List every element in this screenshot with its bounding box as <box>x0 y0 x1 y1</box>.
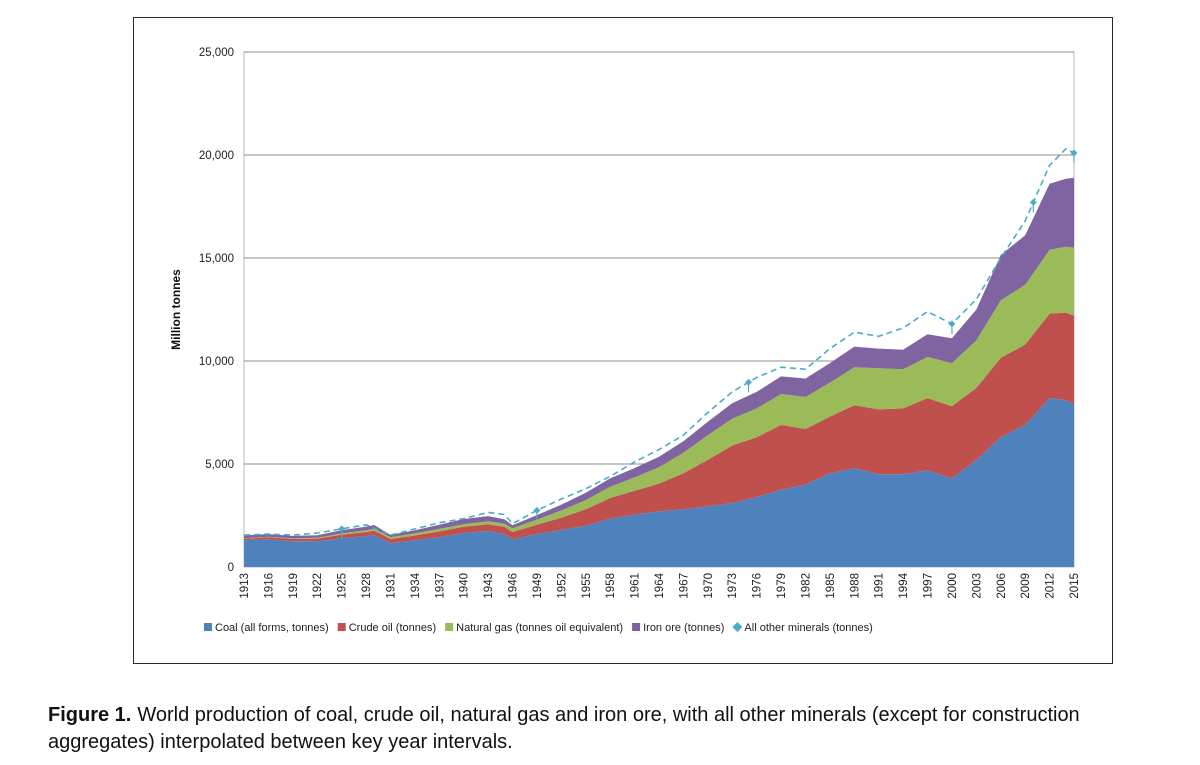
chart-frame: 0 5,000 10,000 15,000 20,000 25,000 Million to… <box>133 17 1113 664</box>
legend-label: Crude oil (tonnes) <box>349 622 436 634</box>
x-tick-label: 2006 <box>996 573 1008 599</box>
legend-swatch <box>632 623 641 631</box>
x-tick-label: 1934 <box>410 572 422 598</box>
area-series-natural <box>244 246 1074 539</box>
x-tick-label: 1937 <box>434 573 446 599</box>
x-tick-label: 1949 <box>532 573 544 599</box>
area-series-iron <box>244 177 1074 539</box>
x-tick-label: 1925 <box>337 573 349 599</box>
x-tick-label: 1922 <box>312 573 324 599</box>
area-series-crude <box>244 312 1074 544</box>
x-tick-label: 1931 <box>385 573 397 599</box>
x-tick-label: 1970 <box>703 573 715 599</box>
diamond-marker <box>745 378 753 386</box>
y-axis-label: Million tonnes <box>169 269 183 350</box>
x-tick-label: 2003 <box>971 573 983 599</box>
x-tick-label: 1967 <box>678 573 690 599</box>
x-tick-label: 1976 <box>752 573 764 599</box>
y-tick-label: 0 <box>228 562 234 574</box>
diamond-marker <box>948 320 956 328</box>
legend-swatch <box>204 623 212 631</box>
x-tick-label: 1946 <box>508 573 520 599</box>
x-tick-label: 1958 <box>605 573 617 599</box>
y-tick-label: 20,000 <box>199 150 234 162</box>
x-tick-label: 1982 <box>800 573 812 599</box>
legend-swatch <box>445 623 454 631</box>
figure-caption: Figure 1. World production of coal, crude… <box>48 702 1178 756</box>
x-tick-label: 1943 <box>483 573 495 599</box>
x-tick-label: 1988 <box>849 573 861 599</box>
x-tick-label: 1961 <box>630 573 642 599</box>
legend-label: All other minerals (tonnes) <box>744 622 872 634</box>
x-tick-label: 1916 <box>263 573 275 599</box>
x-tick-label: 2015 <box>1069 573 1081 599</box>
x-tick-label: 1997 <box>923 573 935 599</box>
x-tick-label: 1928 <box>361 573 373 599</box>
x-tick-label: 1991 <box>874 573 886 599</box>
x-tick-label: 1955 <box>581 573 593 599</box>
figure-label: Figure 1. <box>48 704 132 726</box>
x-tick-label: 1919 <box>288 573 300 599</box>
stacked-area-chart: 0 5,000 10,000 15,000 20,000 25,000 Million to… <box>169 47 1081 634</box>
x-tick-label: 1940 <box>459 573 471 599</box>
x-tick-label: 1952 <box>556 573 568 599</box>
x-tick-label: 2000 <box>947 573 959 599</box>
x-tick-label: 1964 <box>654 572 666 598</box>
diamond-marker <box>1029 198 1037 206</box>
x-tick-label: 1979 <box>776 573 788 599</box>
y-tick-label: 25,000 <box>199 47 234 59</box>
x-tick-label: 1913 <box>239 573 251 599</box>
legend-label: Coal (all forms, tonnes) <box>215 622 329 634</box>
x-tick-label: 1973 <box>727 573 739 599</box>
legend-swatch <box>732 622 743 632</box>
x-tick-label: 1994 <box>898 572 910 598</box>
diamond-marker <box>338 525 346 533</box>
diamond-marker <box>1070 149 1078 157</box>
y-tick-label: 5,000 <box>205 459 234 471</box>
y-tick-label: 15,000 <box>199 253 234 265</box>
legend-label: Natural gas (tonnes oil equivalent) <box>456 622 623 634</box>
area-series-coal <box>244 398 1074 567</box>
x-tick-label: 1985 <box>825 573 837 599</box>
caption-text: World production of coal, crude oil, nat… <box>48 704 1080 753</box>
diamond-marker <box>533 506 541 514</box>
legend-label: Iron ore (tonnes) <box>643 622 724 634</box>
y-tick-label: 10,000 <box>199 356 234 368</box>
x-tick-label: 2012 <box>1045 573 1057 599</box>
legend-swatch <box>337 623 346 631</box>
x-tick-label: 2009 <box>1020 573 1032 599</box>
